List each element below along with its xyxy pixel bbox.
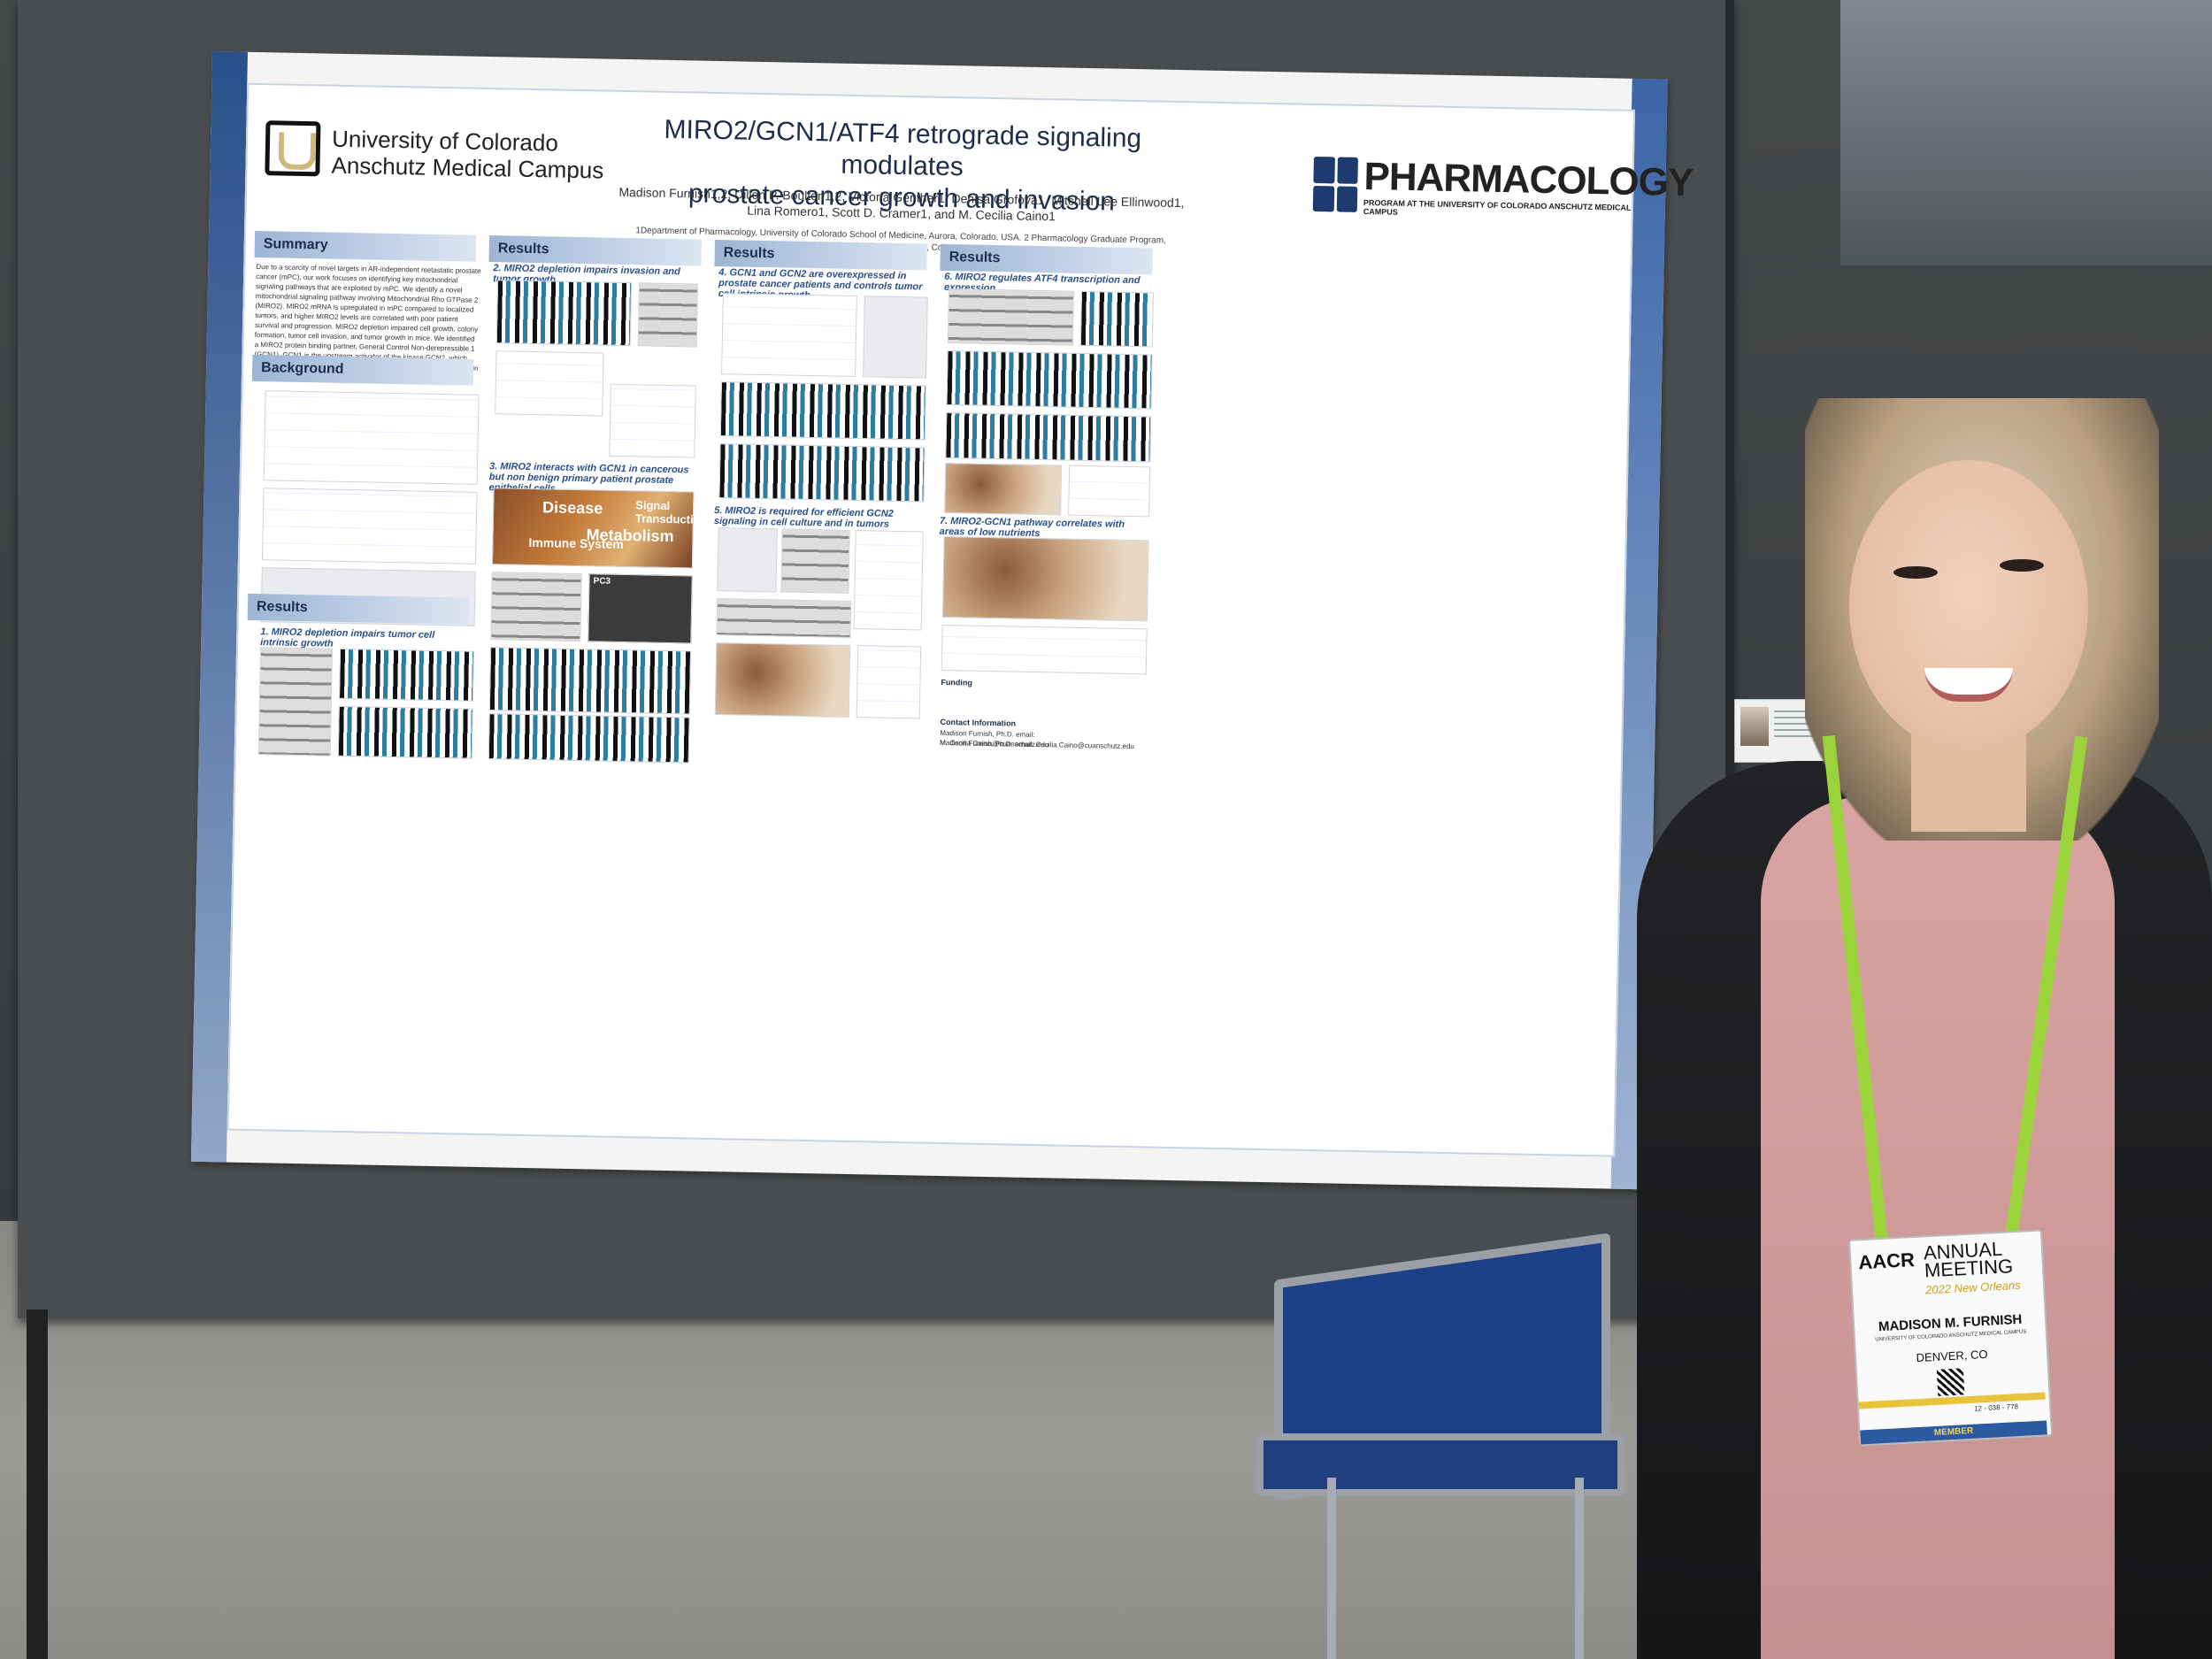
person-shirt: [1761, 796, 2115, 1659]
results-header-col4: Results: [940, 243, 1153, 275]
person-eye-left: [1893, 566, 1938, 579]
title-line1: MIRO2/GCN1/ATF4 retrograde signaling mod…: [664, 114, 1142, 182]
poster-content: University of Colorado Anschutz Medical …: [227, 82, 1694, 1157]
summary-header: Summary: [254, 230, 477, 262]
ihc-quantification-chart: [856, 645, 922, 719]
chair-leg-1: [1327, 1478, 1336, 1659]
western-blot-1: [257, 647, 334, 757]
bar-chart-growth: [338, 648, 475, 702]
cu-logo-icon: [265, 120, 321, 177]
background-hall: [1840, 0, 2212, 265]
map-label-immune: Immune System: [528, 534, 624, 552]
badge-org: AACR: [1857, 1248, 1916, 1274]
pla-signal-chart: [488, 647, 692, 715]
atf4-dependency-chart: [946, 350, 1153, 410]
atf4-mrna-chart: [1079, 290, 1154, 348]
badge-location: DENVER, CO: [1916, 1347, 1988, 1365]
western-blot-2: [637, 282, 699, 348]
badge-event: ANNUAL MEETING: [1923, 1238, 2014, 1282]
background-figure-expression: [263, 390, 480, 485]
chair-seat: [1256, 1433, 1624, 1496]
ihc-tumor-panels: [714, 642, 851, 718]
western-blot-cells: [716, 598, 852, 638]
atf4-growth-chart: [945, 411, 1152, 463]
hypoxia-ihc-panels: [941, 535, 1149, 622]
badge-qr-code-icon: [1936, 1368, 1965, 1396]
patient-pla-chart: [488, 713, 690, 764]
board-leg-left: [27, 1310, 48, 1659]
micrograph-label: PC3: [593, 576, 611, 587]
map-label-disease: Disease: [541, 498, 603, 518]
bar-chart-invasion: [495, 280, 633, 347]
pla-micrograph: PC3: [588, 573, 693, 644]
university-line2: Anschutz Medical Campus: [331, 151, 604, 184]
university-name: University of Colorado Anschutz Medical …: [331, 126, 604, 184]
funding-header: Funding: [941, 677, 973, 687]
badge-event-line2: MEETING: [1924, 1255, 2014, 1282]
badge-year-city: 2022 New Orleans: [1924, 1278, 2022, 1297]
chair-leg-2: [1575, 1478, 1584, 1659]
tumor-volume-chart: [495, 350, 604, 417]
results-header-col2: Results: [488, 235, 703, 266]
background-header: Background: [251, 354, 474, 386]
research-poster: University of Colorado Anschutz Medical …: [190, 51, 1694, 1190]
time-course-charts: [853, 530, 924, 631]
pharmacology-logo-icon: [1312, 156, 1358, 212]
gcn-expression-chart: [721, 293, 857, 378]
person-face: [1849, 460, 2088, 752]
dependency-score-chart: [719, 381, 926, 441]
poster-header: University of Colorado Anschutz Medical …: [247, 85, 1694, 254]
hypoxia-charts: [941, 624, 1148, 675]
atf4-western-blot: [947, 288, 1074, 346]
cancer-vs-normal-chart: [863, 296, 928, 379]
map-label-signal: Signal Transduction: [634, 498, 708, 526]
pathway-treemap: Disease Metabolism Signal Transduction I…: [491, 488, 708, 569]
conference-badge: AACR ANNUAL MEETING 2022 New Orleans MAD…: [1848, 1229, 2053, 1447]
anchorage-growth-chart: [718, 443, 926, 503]
results-header-col1: Results: [247, 593, 470, 625]
pathway-diagram: [717, 527, 778, 593]
bar-chart-colony: [337, 705, 473, 759]
pharmacology-logo-text: PHARMACOLOGY: [1363, 155, 1694, 205]
results-header-col3: Results: [714, 239, 927, 271]
background-figure-survival: [261, 488, 478, 565]
ki67-correlation-chart: [609, 383, 696, 458]
subsection-5-title: 5. MIRO2 is required for efficient GCN2 …: [713, 504, 894, 530]
western-blot-aas: [780, 528, 850, 594]
endogenous-ip-blot: [490, 572, 582, 642]
presenter-card-photo: [1740, 707, 1769, 746]
atf4-ihc-panels: [944, 462, 1063, 516]
atf4-correlation-chart: [1068, 465, 1151, 518]
person-eye-right: [2000, 559, 2044, 572]
badge-number: 12 - 038 - 778: [1973, 1402, 2019, 1413]
